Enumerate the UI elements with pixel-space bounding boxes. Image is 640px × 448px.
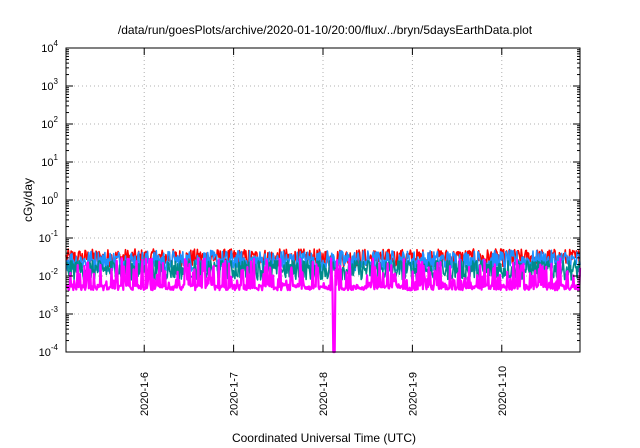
y-tick-label: 10-2 xyxy=(39,267,59,283)
series-line xyxy=(65,257,582,354)
y-tick-label: 10-4 xyxy=(39,343,59,359)
x-tick-label: 2020-1-7 xyxy=(229,372,241,416)
x-tick-label: 2020-1-10 xyxy=(497,366,509,416)
grid xyxy=(66,48,580,352)
y-tick-label: 104 xyxy=(41,39,58,55)
x-tick-label: 2020-1-9 xyxy=(407,372,419,416)
y-axis-ticks: 10-4 10-3 10-2 10-1 100 101 102 103 104 xyxy=(39,39,580,359)
y-tick-label: 102 xyxy=(41,115,58,131)
x-axis-ticks: 2020-1-6 2020-1-7 2020-1-8 2020-1-9 2020-1-1… xyxy=(139,48,509,416)
y-tick-label: 10-1 xyxy=(39,229,59,245)
y-tick-label: 101 xyxy=(41,153,58,169)
y-tick-label: 103 xyxy=(41,77,58,93)
chart-title: /data/run/goesPlots/archive/2020-01-10/2… xyxy=(118,23,533,37)
x-axis-label: Coordinated Universal Time (UTC) xyxy=(232,431,416,445)
x-tick-label: 2020-1-8 xyxy=(318,372,330,416)
x-tick-label: 2020-1-6 xyxy=(139,372,151,416)
y-tick-label: 10-3 xyxy=(39,305,59,321)
y-axis-label: cGy/day xyxy=(21,178,35,222)
series-layer xyxy=(65,248,582,354)
y-tick-label: 100 xyxy=(41,191,58,207)
